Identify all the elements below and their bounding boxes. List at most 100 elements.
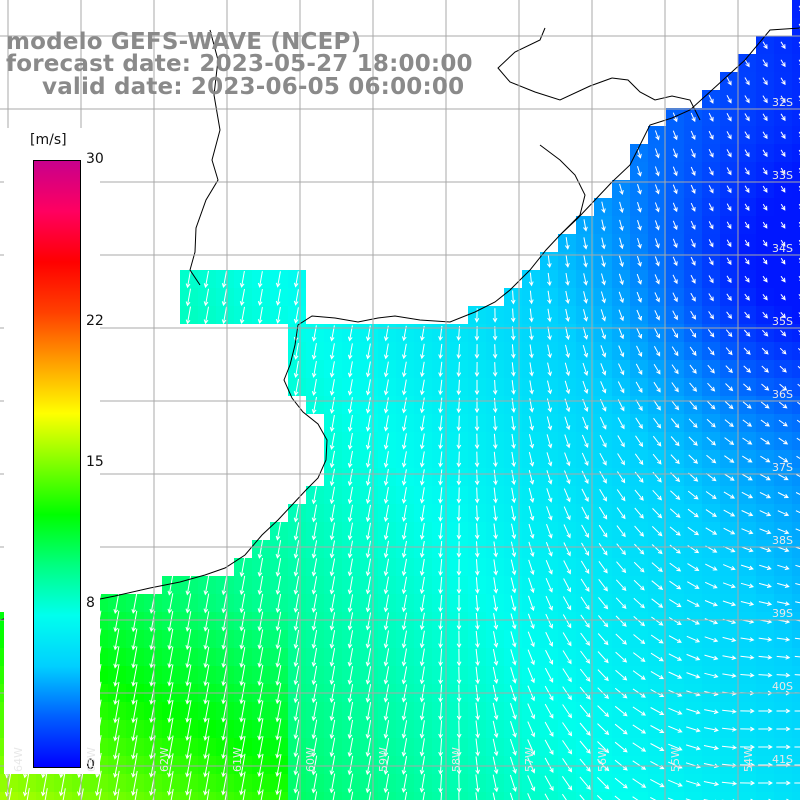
wind-arrow	[741, 473, 753, 481]
wind-arrow	[615, 615, 627, 627]
wind-arrow	[242, 789, 246, 800]
speed-cell	[792, 612, 800, 630]
wind-arrow	[794, 674, 800, 676]
wind-arrow	[383, 415, 389, 432]
wind-arrow	[509, 756, 517, 775]
wind-arrow	[131, 610, 138, 633]
wind-arrow	[275, 771, 282, 796]
wind-arrow	[475, 702, 480, 721]
wind-arrow	[492, 379, 498, 396]
wind-arrow	[725, 329, 733, 338]
wind-arrow	[615, 579, 627, 591]
wind-arrow	[329, 343, 335, 360]
wind-arrow	[493, 577, 499, 594]
speed-cell	[774, 792, 792, 800]
wind-arrow	[634, 543, 645, 555]
wind-arrow	[456, 756, 462, 775]
wind-arrow	[617, 381, 625, 394]
wind-arrow	[493, 505, 498, 522]
wind-arrow	[722, 582, 736, 589]
wind-arrow	[401, 594, 407, 613]
wind-arrow	[293, 576, 300, 595]
speed-cell	[684, 792, 702, 800]
wind-arrow	[347, 737, 354, 758]
wind-arrow	[706, 436, 716, 446]
speed-cell	[486, 792, 504, 800]
wind-arrow	[708, 112, 714, 122]
wind-arrow	[475, 595, 480, 612]
speed-cell	[792, 54, 800, 72]
wind-arrow	[780, 167, 786, 175]
wind-arrow	[347, 612, 354, 631]
wind-arrow	[401, 397, 407, 414]
wind-arrow	[740, 637, 755, 642]
wind-arrow	[440, 792, 443, 800]
wind-arrow	[383, 702, 390, 721]
longitude-label: 57W	[523, 747, 536, 772]
wind-arrow	[257, 611, 264, 632]
wind-arrow	[779, 347, 787, 355]
wind-arrow	[635, 435, 644, 448]
speed-cell	[342, 792, 360, 800]
wind-arrow	[329, 361, 335, 378]
wind-arrow	[580, 596, 590, 610]
wind-arrow	[565, 308, 570, 323]
wind-arrow	[527, 775, 536, 792]
wind-arrow	[456, 505, 462, 522]
latitude-label: 35S	[772, 315, 793, 328]
wind-arrow	[722, 636, 737, 643]
wind-arrow	[293, 773, 300, 794]
wind-arrow	[257, 575, 264, 596]
wind-arrow	[740, 744, 755, 750]
wind-arrow	[583, 291, 588, 304]
wind-arrow	[239, 557, 246, 578]
wind-arrow	[275, 576, 282, 595]
wind-arrow	[740, 672, 755, 678]
wind-arrow	[365, 504, 371, 523]
wind-arrow	[740, 708, 755, 714]
wind-arrow	[401, 774, 408, 793]
speed-cell	[792, 0, 800, 18]
wind-arrow	[239, 736, 246, 759]
wind-arrow	[686, 672, 701, 679]
model-title: modelo GEFS-WAVE (NCEP)	[6, 29, 362, 55]
speed-cell	[792, 594, 800, 612]
wind-arrow	[329, 630, 336, 649]
speed-cell	[792, 432, 800, 450]
wind-arrow	[617, 417, 625, 430]
wind-arrow	[365, 648, 372, 667]
wind-arrow	[438, 487, 443, 504]
wind-arrow	[365, 755, 372, 776]
wind-arrow	[492, 702, 499, 721]
wind-arrow	[401, 576, 407, 595]
wind-arrow	[167, 593, 174, 614]
wind-arrow	[616, 471, 626, 484]
wind-arrow	[420, 343, 425, 360]
wind-arrow	[131, 593, 138, 614]
wind-arrow	[167, 611, 174, 632]
wind-arrow	[475, 792, 478, 800]
wind-arrow	[632, 724, 647, 734]
wind-arrow	[779, 365, 787, 373]
wind-arrow	[776, 672, 791, 678]
wind-arrow	[599, 416, 607, 430]
wind-arrow	[527, 613, 535, 630]
wind-arrow	[780, 41, 786, 50]
speed-cell	[792, 522, 800, 540]
wind-arrow	[275, 593, 282, 614]
wind-arrow	[744, 149, 750, 158]
wind-arrow	[724, 401, 734, 410]
wind-arrow	[311, 396, 317, 415]
wind-arrow	[777, 546, 790, 553]
wind-arrow	[329, 432, 335, 451]
wind-arrow	[650, 796, 657, 800]
wind-arrow	[113, 717, 120, 742]
speed-cell	[792, 108, 800, 126]
wind-arrow	[583, 219, 588, 232]
wind-arrow	[511, 487, 517, 504]
wind-arrow	[703, 781, 720, 787]
colorbar-tick-label: 0	[86, 757, 95, 773]
wind-arrow	[794, 764, 800, 766]
wind-arrow	[633, 634, 646, 645]
